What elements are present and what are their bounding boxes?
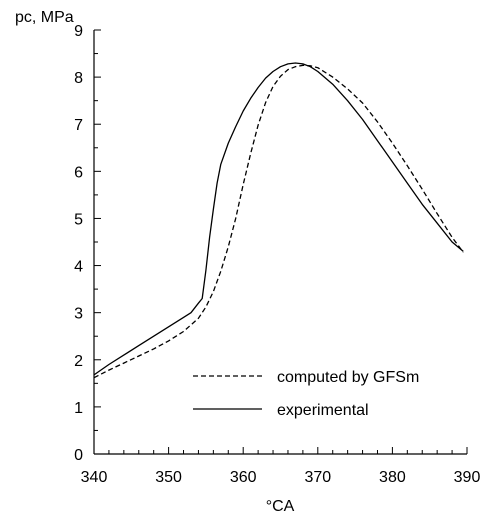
y-tick-label: 9 xyxy=(74,23,83,40)
series-layer xyxy=(93,62,464,379)
legend: computed by GFSm experimental xyxy=(193,369,419,419)
y-tick-label: 0 xyxy=(74,447,83,464)
x-tick-label: 370 xyxy=(304,469,331,486)
y-tick-label: 1 xyxy=(74,400,83,417)
legend-label: experimental xyxy=(277,402,369,419)
y-tick-label: 7 xyxy=(74,117,83,134)
x-tick-label: 350 xyxy=(155,469,182,486)
x-axis-label: °CA xyxy=(266,498,295,515)
x-tick-label: 390 xyxy=(454,469,481,486)
axes xyxy=(93,30,467,455)
legend-label: computed by GFSm xyxy=(277,369,419,386)
x-tick-label: 340 xyxy=(81,469,108,486)
y-tick-label: 8 xyxy=(74,70,83,87)
y-axis-label: pc, MPa xyxy=(15,9,74,26)
y-tick-label: 2 xyxy=(74,353,83,370)
series-line-computed-by-gfsm xyxy=(93,64,464,379)
ticks: 0 1 2 3 4 5 6 7 8 9 340 350 360 370 380 390 xyxy=(74,23,480,486)
x-tick-label: 380 xyxy=(379,469,406,486)
series-line-experimental xyxy=(93,62,464,376)
y-tick-label: 4 xyxy=(74,259,83,276)
y-tick-label: 5 xyxy=(74,211,83,228)
y-tick-label: 3 xyxy=(74,306,83,323)
x-tick-label: 360 xyxy=(230,469,257,486)
y-tick-label: 6 xyxy=(74,164,83,181)
